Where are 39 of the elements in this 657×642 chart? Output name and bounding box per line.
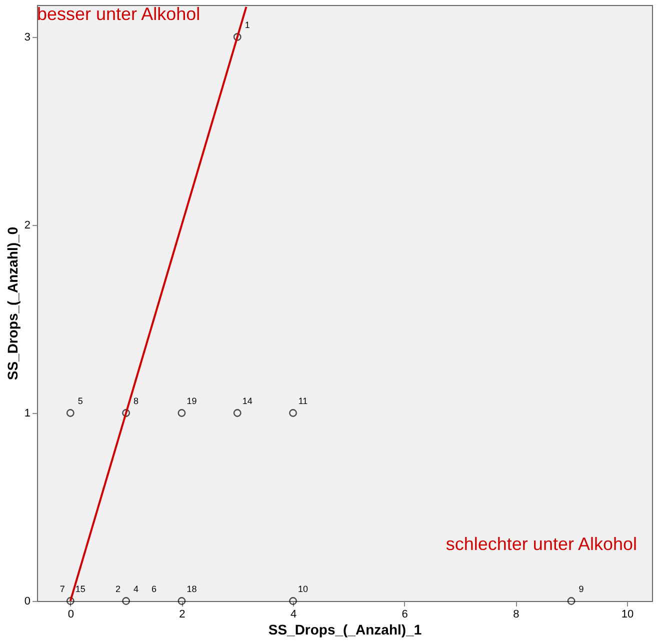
x-tick-label: 8	[513, 608, 520, 620]
annotation: 1	[244, 20, 250, 30]
annotation: 18	[186, 584, 197, 594]
point	[289, 597, 297, 605]
annotation: 10	[298, 584, 308, 594]
point	[122, 597, 130, 605]
annotation: 14	[242, 396, 252, 406]
annotation: 9	[578, 584, 584, 594]
x-tick-label: 10	[621, 608, 634, 620]
annotation: 2	[116, 584, 121, 594]
annotation: 8	[134, 396, 139, 406]
x-tick-label: 2	[179, 608, 186, 620]
point	[289, 409, 297, 417]
x-tick-label: 6	[402, 608, 408, 620]
y-axis-title: SS_Drops_(_Anzahl)_0	[4, 226, 20, 380]
point	[178, 597, 186, 605]
y-tick-label: 1	[24, 407, 30, 420]
point	[66, 597, 74, 605]
annotation: 7	[60, 584, 65, 594]
annotation: 11	[298, 396, 308, 406]
point	[178, 409, 186, 417]
annotation: 4	[134, 584, 139, 594]
point	[233, 409, 242, 417]
x-axis-title: SS_Drops_(_Anzahl)_1	[268, 622, 422, 638]
annotation: schlechter unter Alkohol	[446, 534, 637, 554]
annotation: 5	[78, 396, 83, 406]
y-tick-label: 2	[24, 219, 30, 232]
annotation: besser unter Alkohol	[37, 4, 200, 24]
annotation: 15	[75, 584, 86, 594]
point	[233, 33, 242, 41]
annotation: 19	[186, 396, 197, 406]
point	[567, 597, 576, 605]
y-tick-label: 3	[24, 31, 30, 44]
point	[122, 409, 130, 417]
x-tick-label: 0	[68, 608, 74, 620]
point	[66, 409, 74, 417]
annotation: 6	[152, 584, 157, 594]
y-tick-label: 0	[24, 596, 30, 608]
x-tick-label: 4	[290, 608, 297, 620]
